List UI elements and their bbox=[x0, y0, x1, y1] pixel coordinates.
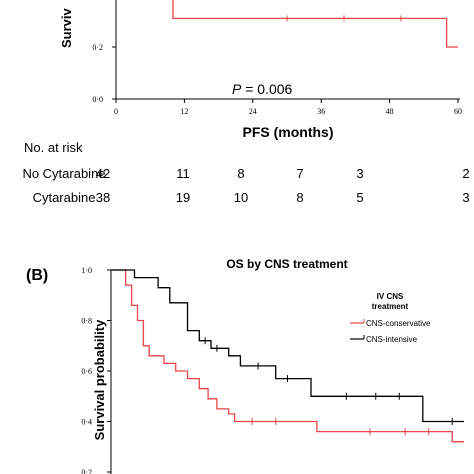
x-tick-label: 12 bbox=[180, 107, 188, 116]
y-tick-label: 0·6 bbox=[81, 367, 92, 376]
y-tick-label: 0·0 bbox=[92, 95, 103, 104]
risk-count: 5 bbox=[356, 190, 363, 205]
panel-a-ylabel: Surviv bbox=[59, 7, 74, 48]
risk-count: 7 bbox=[296, 166, 303, 181]
km-curve-0 bbox=[111, 269, 464, 443]
y-tick-label: 0·4 bbox=[81, 418, 92, 427]
risk-count: 8 bbox=[296, 190, 303, 205]
x-tick-label: 48 bbox=[386, 107, 394, 116]
panel-a: Surviv 0·0 0·2 0 12 24 36 48 60 P = 0.006 PFS … bbox=[22, 0, 470, 205]
risk-table-header: No. at risk bbox=[24, 140, 83, 155]
x-tick-label: 0 bbox=[114, 107, 118, 116]
y-tick-label: 1·0 bbox=[81, 266, 92, 275]
panel-a-xlabel: PFS (months) bbox=[243, 124, 334, 140]
legend-title-line2: treatment bbox=[372, 302, 409, 311]
risk-count: 3 bbox=[462, 190, 469, 205]
x-tick-label: 24 bbox=[249, 107, 257, 116]
panel-b-title: OS by CNS treatment bbox=[226, 257, 347, 271]
y-tick-label: 0·8 bbox=[81, 317, 92, 326]
risk-row-label: No Cytarabine bbox=[22, 166, 105, 181]
km-curve-1 bbox=[111, 269, 464, 423]
legend-label-intensive: CNS-intensive bbox=[366, 335, 418, 344]
km-curve-0 bbox=[172, 0, 458, 48]
x-tick-label: 60 bbox=[454, 107, 462, 116]
panel-b-label: (B) bbox=[26, 267, 48, 284]
risk-count: 3 bbox=[356, 166, 363, 181]
p-value-annotation: P = 0.006 bbox=[232, 81, 293, 97]
legend-title-line1: IV CNS bbox=[377, 292, 404, 301]
legend-label-conservative: CNS-conservative bbox=[366, 319, 431, 328]
risk-count: 10 bbox=[234, 190, 248, 205]
risk-count: 38 bbox=[96, 190, 110, 205]
panel-b: (B) OS by CNS treatment Survival probabi… bbox=[26, 257, 464, 474]
y-tick-label: 0·2 bbox=[81, 468, 92, 474]
legend: IV CNS treatment CNS-conservative CNS-in… bbox=[350, 292, 431, 344]
risk-count: 11 bbox=[176, 166, 190, 181]
y-tick-label: 0·2 bbox=[92, 43, 103, 52]
risk-row-label: Cytarabine bbox=[33, 190, 96, 205]
x-tick-label: 36 bbox=[317, 107, 325, 116]
risk-count: 2 bbox=[462, 166, 469, 181]
panel-b-ylabel: Survival probability bbox=[92, 319, 107, 440]
risk-count: 42 bbox=[96, 166, 110, 181]
risk-count: 19 bbox=[176, 190, 190, 205]
risk-count: 8 bbox=[237, 166, 244, 181]
